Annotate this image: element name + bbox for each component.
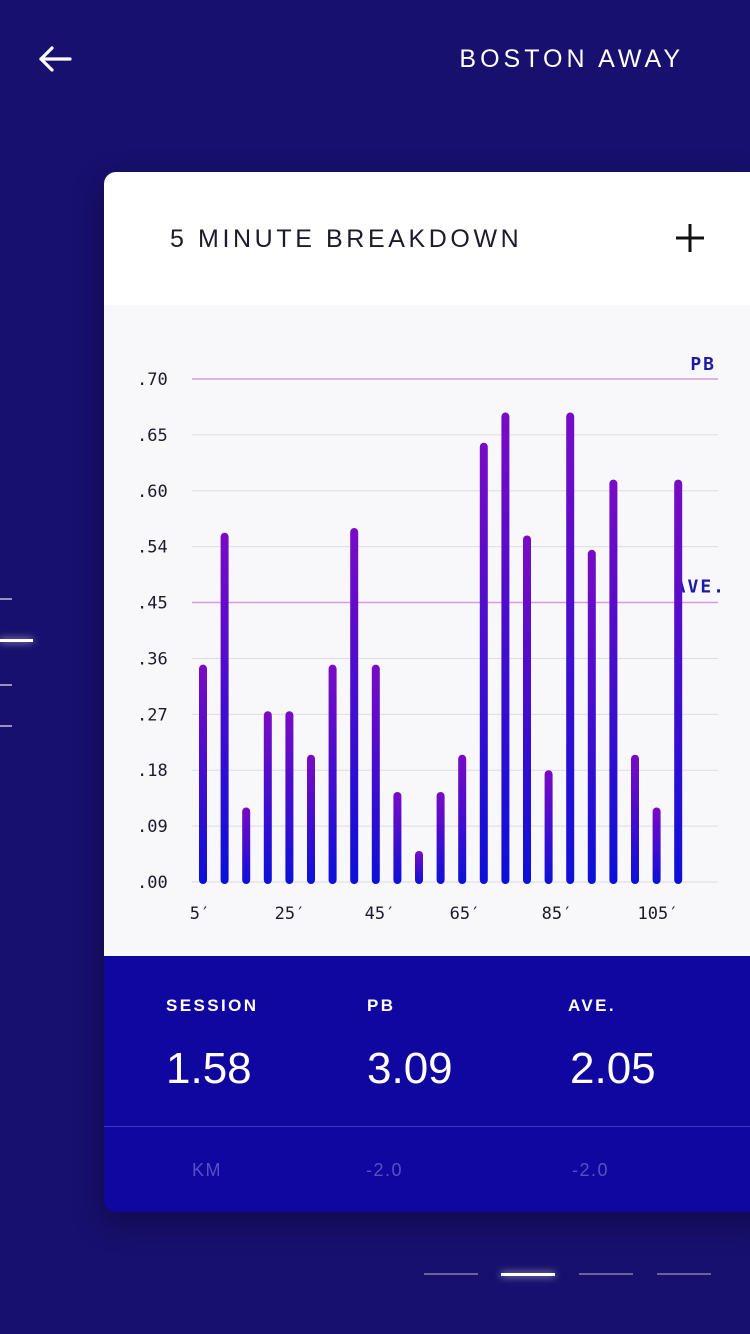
chart-bar[interactable] (501, 412, 510, 884)
chart-bar[interactable] (674, 479, 683, 884)
chart-bar[interactable] (371, 664, 380, 884)
page-indicator-dot[interactable] (579, 1273, 633, 1275)
chart-bar[interactable] (458, 754, 467, 884)
x-tick-label: 65′ (450, 904, 481, 924)
side-indicator-tick[interactable] (0, 684, 12, 686)
x-tick-label: 45′ (365, 904, 396, 924)
chart-bar[interactable] (220, 532, 229, 884)
page-indicator-dot[interactable] (657, 1273, 711, 1275)
chart-area: PB AVE. .00 .09 .18 .27 .36 .45 .54 .60 .65 .70 5′… (104, 305, 750, 956)
y-tick-label: .54 (137, 538, 168, 558)
page-title: BOSTON AWAY (459, 45, 684, 73)
x-tick-label: 105′ (638, 904, 679, 924)
side-indicator-tick[interactable] (0, 598, 12, 600)
chart-bar[interactable] (523, 535, 531, 884)
y-tick-label: .27 (137, 705, 168, 725)
side-indicator (0, 590, 40, 740)
stat-value-session: 1.58 (166, 1044, 252, 1093)
plus-icon (676, 224, 704, 252)
chart-bar[interactable] (242, 807, 251, 884)
breakdown-card: 5 MINUTE BREAKDOWN PB AVE. .0 (104, 172, 750, 1212)
stats-panel: SESSION PB AVE. 1.58 3.09 2.05 KM -2.0 -… (104, 956, 750, 1212)
x-tick-label: 5′ (190, 904, 210, 924)
reference-line-label: PB (690, 354, 716, 375)
chart-bar[interactable] (436, 791, 445, 884)
chart-bar[interactable] (415, 850, 423, 884)
chart-bar[interactable] (393, 791, 402, 884)
stat-value-pb: 3.09 (367, 1044, 453, 1093)
stat-label-pb: PB (367, 996, 396, 1015)
bar-chart: PB AVE. .00 .09 .18 .27 .36 .45 .54 .60 .65 .70 5′… (137, 354, 726, 924)
back-button[interactable] (34, 38, 78, 82)
y-tick-label: .09 (137, 817, 168, 837)
y-tick-label: .18 (137, 761, 168, 781)
stat-label-ave: AVE. (568, 996, 617, 1015)
y-tick-label: .70 (137, 370, 168, 390)
chart-bar[interactable] (609, 479, 618, 884)
chart-bar[interactable] (631, 754, 639, 884)
add-button[interactable] (672, 220, 708, 256)
x-tick-label: 85′ (542, 904, 573, 924)
chart-bar[interactable] (263, 711, 272, 884)
chart-bar[interactable] (285, 711, 294, 884)
page-indicator (0, 1273, 750, 1279)
side-indicator-tick[interactable] (0, 725, 12, 727)
y-tick-label: .45 (137, 594, 168, 614)
y-tick-label: .60 (137, 482, 168, 502)
y-tick-label: .36 (137, 649, 168, 669)
arrow-left-icon (39, 46, 72, 72)
stat-sub-session: KM (192, 1160, 222, 1180)
stat-sub-ave: -2.0 (572, 1160, 610, 1180)
card-header: 5 MINUTE BREAKDOWN (104, 172, 750, 305)
chart-bar[interactable] (544, 770, 553, 884)
chart-bar[interactable] (479, 442, 488, 884)
chart-bar[interactable] (587, 549, 596, 884)
stats-divider (104, 1126, 750, 1127)
chart-bar[interactable] (566, 412, 575, 884)
card-title: 5 MINUTE BREAKDOWN (170, 225, 523, 253)
side-indicator-tick-active[interactable] (0, 639, 33, 642)
page-indicator-dot-active[interactable] (501, 1273, 555, 1276)
chart-bar[interactable] (307, 754, 315, 884)
reference-line-label: AVE. (675, 577, 726, 598)
chart-bar[interactable] (350, 528, 359, 884)
stat-label-session: SESSION (166, 996, 259, 1015)
page-indicator-dot[interactable] (424, 1273, 478, 1275)
y-tick-label: .00 (137, 873, 168, 893)
chart-bar[interactable] (328, 664, 337, 884)
y-tick-label: .65 (137, 426, 168, 446)
chart-bar[interactable] (199, 664, 207, 884)
stat-value-ave: 2.05 (570, 1044, 656, 1093)
x-tick-label: 25′ (275, 904, 306, 924)
stat-sub-pb: -2.0 (366, 1160, 404, 1180)
chart-bar[interactable] (652, 807, 661, 884)
